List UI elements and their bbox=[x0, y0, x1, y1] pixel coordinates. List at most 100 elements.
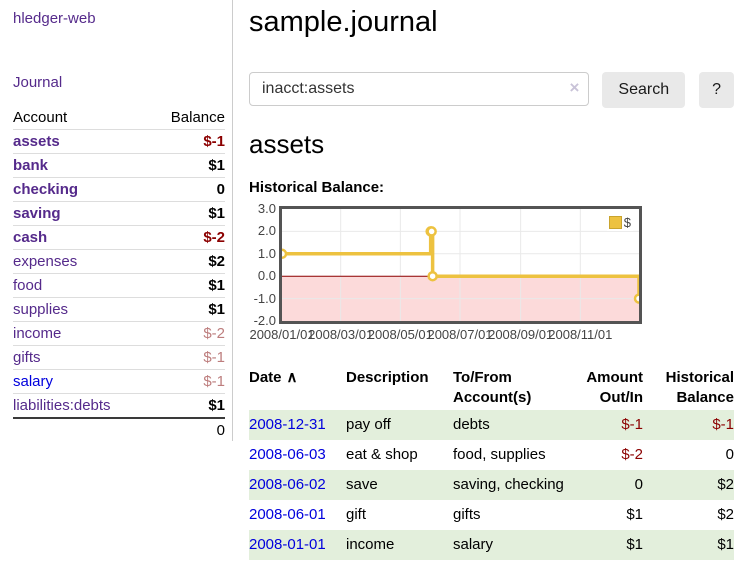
sidebar-account-link[interactable]: bank bbox=[13, 157, 49, 174]
account-cell: cash bbox=[13, 226, 149, 250]
account-balance: $1 bbox=[208, 205, 225, 222]
account-cell: expenses bbox=[13, 250, 149, 274]
y-tick-label: 2.0 bbox=[257, 223, 276, 239]
transaction-balance: $2 bbox=[717, 506, 734, 523]
legend-swatch-icon bbox=[608, 216, 622, 229]
transaction-date-link[interactable]: 2008-01-01 bbox=[249, 536, 326, 553]
transaction-accounts: salary bbox=[453, 536, 494, 553]
sidebar-account-link[interactable]: income bbox=[13, 325, 62, 342]
account-balance: $2 bbox=[208, 253, 225, 270]
sidebar-account-link[interactable]: salary bbox=[13, 373, 54, 390]
account-row: expenses $2 bbox=[13, 249, 225, 274]
search-input[interactable] bbox=[249, 72, 590, 106]
account-cell: assets bbox=[13, 130, 149, 154]
transaction-description: income bbox=[346, 536, 395, 553]
account-row: saving $1 bbox=[13, 201, 225, 226]
app-title-link[interactable]: hledger-web bbox=[13, 10, 96, 27]
chart-plot-column: $ 2008/01/01 2008/03/01 2008/05/01 2008/07/… bbox=[249, 206, 642, 345]
transaction-accounts: saving, checking bbox=[453, 476, 564, 493]
y-tick-label: 1.0 bbox=[257, 245, 276, 261]
register-header-description: Description bbox=[346, 369, 429, 386]
page-title: sample.journal bbox=[249, 6, 438, 38]
transaction-balance: $1 bbox=[717, 536, 734, 553]
accounts-header-row: Account Balance bbox=[13, 106, 225, 130]
sidebar-account-link[interactable]: assets bbox=[13, 133, 60, 150]
transaction-row: 2008-06-02 save saving, checking 0 $2 bbox=[249, 470, 734, 500]
register-header-amount: Amount Out/In bbox=[586, 369, 643, 406]
account-cell: income bbox=[13, 322, 149, 346]
transaction-amount: 0 bbox=[634, 476, 643, 493]
chart-plot-area[interactable]: $ bbox=[279, 206, 642, 324]
transaction-description: save bbox=[346, 476, 378, 493]
sidebar-account-link[interactable]: saving bbox=[13, 205, 61, 222]
accounts-header-account: Account bbox=[13, 109, 68, 126]
account-balance: $-1 bbox=[203, 373, 225, 390]
y-tick-label: 3.0 bbox=[257, 201, 276, 216]
sidebar: hledger-web Journal Account Balance asse… bbox=[0, 0, 233, 441]
sidebar-account-link[interactable]: checking bbox=[13, 181, 79, 198]
sidebar-account-link[interactable]: food bbox=[13, 277, 43, 294]
account-cell: bank bbox=[13, 154, 149, 178]
y-tick-label: -2.0 bbox=[253, 313, 276, 328]
accounts-total-value: 0 bbox=[216, 422, 225, 439]
account-cell: salary bbox=[13, 370, 149, 394]
sidebar-account-link[interactable]: liabilities:debts bbox=[13, 397, 111, 414]
transaction-date-link[interactable]: 2008-06-03 bbox=[249, 446, 326, 463]
transaction-amount: $1 bbox=[626, 506, 643, 523]
help-button[interactable]: ? bbox=[699, 72, 734, 108]
account-row: assets $-1 bbox=[13, 129, 225, 154]
main-content: sample.journal × Search ? assets Histori… bbox=[233, 0, 742, 560]
sidebar-item-journal[interactable]: Journal bbox=[13, 74, 63, 91]
x-tick-label: 2008/07/01 bbox=[427, 327, 493, 342]
x-tick-label: 2008/05/01 bbox=[367, 327, 433, 342]
register-header-date[interactable]: Date ∧ bbox=[249, 369, 298, 386]
transaction-row: 2008-12-31 pay off debts $-1 $-1 bbox=[249, 410, 734, 440]
transaction-balance: 0 bbox=[725, 446, 734, 463]
account-cell: saving bbox=[13, 202, 149, 226]
sidebar-account-link[interactable]: supplies bbox=[13, 301, 69, 318]
transaction-date-cell: 2008-06-03 bbox=[249, 440, 346, 470]
sidebar-account-link[interactable]: expenses bbox=[13, 253, 78, 270]
account-row: bank $1 bbox=[13, 153, 225, 178]
y-tick-label: -1.0 bbox=[253, 290, 276, 306]
account-row: liabilities:debts $1 bbox=[13, 393, 225, 419]
hledger-web-app: hledger-web Journal Account Balance asse… bbox=[0, 0, 742, 560]
accounts-total-spacer bbox=[13, 418, 149, 442]
account-balance: 0 bbox=[216, 181, 225, 198]
register-header-accounts: To/From Account(s) bbox=[453, 369, 532, 406]
transaction-balance: $2 bbox=[717, 476, 734, 493]
account-row: cash $-2 bbox=[13, 225, 225, 250]
sidebar-account-link[interactable]: cash bbox=[13, 229, 48, 246]
account-cell: supplies bbox=[13, 298, 149, 322]
account-balance: $1 bbox=[208, 301, 225, 318]
account-heading: assets bbox=[249, 129, 325, 159]
account-row: food $1 bbox=[13, 273, 225, 298]
transaction-balance: $-1 bbox=[712, 416, 734, 433]
balance-chart: 3.0 2.0 1.0 0.0 -1.0 -2.0 $ 2008/01/01 2008/03… bbox=[249, 201, 734, 345]
transaction-description: gift bbox=[346, 506, 367, 523]
account-row: income $-2 bbox=[13, 321, 225, 346]
accounts-header-balance: Balance bbox=[170, 109, 225, 126]
transaction-date-link[interactable]: 2008-12-31 bbox=[249, 416, 326, 433]
search-button[interactable]: Search bbox=[602, 72, 686, 108]
sidebar-account-link[interactable]: gifts bbox=[13, 349, 41, 366]
transaction-description: pay off bbox=[346, 416, 391, 433]
transaction-accounts: debts bbox=[453, 416, 490, 433]
x-tick-label: 2008/03/01 bbox=[308, 327, 374, 342]
account-cell: gifts bbox=[13, 346, 149, 370]
x-tick-label: 2008/09/01 bbox=[488, 327, 554, 342]
register-header-balance: Historical Balance bbox=[665, 369, 734, 406]
transaction-date-link[interactable]: 2008-06-01 bbox=[249, 506, 326, 523]
chart-x-axis: 2008/01/01 2008/03/01 2008/05/01 2008/07/01… bbox=[249, 327, 642, 345]
sort-asc-icon[interactable]: ∧ bbox=[286, 369, 298, 386]
account-row: checking 0 bbox=[13, 177, 225, 202]
clear-search-icon[interactable]: × bbox=[569, 78, 580, 97]
transaction-amount: $1 bbox=[626, 536, 643, 553]
search-input-wrap: × bbox=[249, 72, 590, 106]
transaction-accounts: food, supplies bbox=[453, 446, 546, 463]
accounts-total-row: 0 bbox=[13, 418, 225, 442]
transaction-date-cell: 2008-06-01 bbox=[249, 500, 346, 530]
y-tick-label: 0.0 bbox=[257, 268, 276, 284]
x-tick-label: 2008/11/01 bbox=[548, 327, 613, 342]
transaction-date-link[interactable]: 2008-06-02 bbox=[249, 476, 326, 493]
